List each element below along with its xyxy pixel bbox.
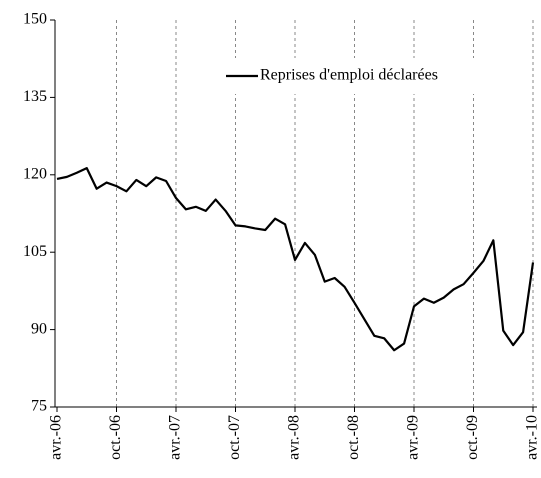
legend-box (222, 58, 516, 94)
x-tick-label: oct.-08 (345, 415, 362, 460)
x-tick-label: avr.-09 (405, 415, 422, 460)
x-tick-label: oct.-06 (107, 415, 124, 460)
x-tick-label: avr.-10 (524, 415, 541, 460)
y-tick-label: 105 (23, 243, 47, 260)
legend: Reprises d'emploi déclarées (222, 58, 516, 94)
x-tick-label: avr.-07 (167, 415, 184, 460)
y-tick-label: 150 (23, 11, 47, 28)
x-tick-label: avr.-08 (286, 415, 303, 460)
x-tick-label: avr.-06 (48, 415, 65, 460)
y-tick-label: 120 (23, 165, 47, 182)
y-tick-label: 75 (31, 398, 47, 415)
line (56, 166, 535, 352)
legend-label: Reprises d'emploi déclarées (260, 67, 438, 84)
y-tick-label: 135 (23, 88, 47, 105)
x-tick-label: oct.-09 (464, 415, 481, 460)
x-tick-label: oct.-07 (226, 415, 243, 460)
y-tick-label: 90 (31, 320, 47, 337)
